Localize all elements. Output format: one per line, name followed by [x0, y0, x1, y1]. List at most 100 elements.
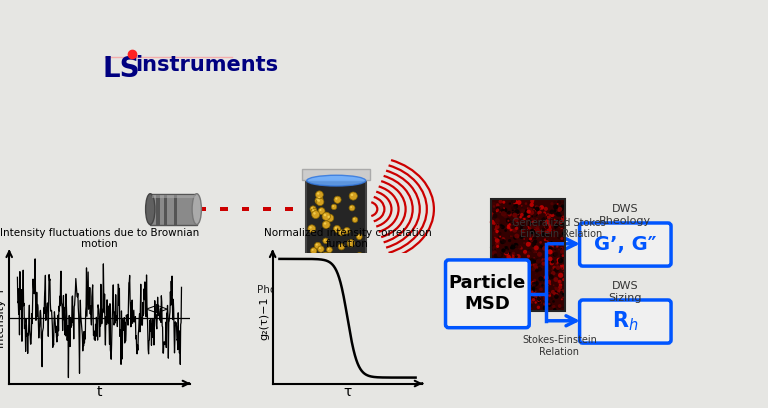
- Circle shape: [511, 243, 515, 247]
- Circle shape: [520, 229, 525, 233]
- Circle shape: [530, 229, 535, 234]
- Circle shape: [513, 276, 516, 279]
- Circle shape: [511, 306, 513, 309]
- Circle shape: [545, 223, 551, 228]
- Bar: [285, 207, 293, 211]
- Circle shape: [515, 263, 518, 266]
- Circle shape: [504, 299, 508, 304]
- Circle shape: [499, 285, 500, 286]
- Circle shape: [508, 252, 511, 254]
- Circle shape: [491, 277, 495, 282]
- Circle shape: [523, 300, 528, 305]
- Circle shape: [499, 205, 501, 206]
- Circle shape: [516, 286, 519, 289]
- Circle shape: [536, 257, 539, 261]
- Circle shape: [311, 208, 317, 214]
- Circle shape: [524, 251, 527, 255]
- Circle shape: [330, 262, 333, 264]
- Circle shape: [526, 268, 529, 271]
- Circle shape: [528, 240, 530, 242]
- Circle shape: [515, 256, 518, 259]
- Circle shape: [492, 245, 497, 250]
- Circle shape: [535, 217, 538, 220]
- Circle shape: [519, 216, 522, 218]
- Circle shape: [518, 273, 521, 275]
- Circle shape: [531, 307, 535, 311]
- Circle shape: [545, 220, 550, 224]
- Circle shape: [497, 262, 501, 266]
- Circle shape: [525, 308, 527, 310]
- Circle shape: [499, 286, 503, 290]
- Circle shape: [558, 304, 561, 308]
- Circle shape: [357, 267, 363, 273]
- Circle shape: [514, 304, 518, 309]
- Circle shape: [524, 253, 525, 255]
- Circle shape: [500, 284, 503, 288]
- Circle shape: [554, 221, 558, 225]
- Circle shape: [553, 230, 555, 232]
- Circle shape: [503, 213, 508, 218]
- Circle shape: [560, 265, 562, 267]
- Circle shape: [502, 250, 504, 253]
- Circle shape: [495, 277, 500, 281]
- Circle shape: [548, 303, 551, 305]
- Circle shape: [517, 236, 519, 238]
- Circle shape: [536, 226, 539, 229]
- Circle shape: [316, 244, 318, 246]
- Circle shape: [531, 236, 535, 239]
- Circle shape: [527, 255, 530, 258]
- Circle shape: [546, 306, 548, 308]
- Circle shape: [534, 231, 538, 235]
- Circle shape: [525, 261, 526, 262]
- Circle shape: [523, 272, 528, 276]
- Text: DWS
Sizing: DWS Sizing: [608, 282, 642, 303]
- Circle shape: [502, 211, 505, 215]
- Circle shape: [358, 254, 360, 257]
- Circle shape: [339, 230, 344, 235]
- Circle shape: [511, 206, 515, 210]
- Circle shape: [336, 197, 337, 200]
- Circle shape: [495, 242, 499, 246]
- Circle shape: [327, 216, 329, 218]
- Circle shape: [546, 238, 550, 242]
- Circle shape: [316, 191, 323, 199]
- Circle shape: [495, 297, 498, 299]
- Circle shape: [539, 276, 544, 281]
- Circle shape: [506, 306, 508, 308]
- Circle shape: [548, 286, 550, 288]
- Circle shape: [517, 213, 519, 215]
- Circle shape: [496, 208, 499, 212]
- Circle shape: [312, 249, 313, 251]
- Circle shape: [523, 250, 527, 254]
- Circle shape: [503, 277, 505, 279]
- Circle shape: [511, 244, 515, 250]
- Circle shape: [345, 229, 347, 231]
- Circle shape: [533, 249, 537, 253]
- Circle shape: [515, 258, 519, 262]
- Circle shape: [558, 207, 562, 211]
- Circle shape: [512, 268, 518, 274]
- Circle shape: [531, 218, 536, 222]
- Circle shape: [554, 226, 558, 229]
- Circle shape: [515, 269, 520, 274]
- Circle shape: [496, 293, 497, 295]
- Circle shape: [515, 299, 519, 304]
- Circle shape: [319, 247, 321, 249]
- Circle shape: [510, 308, 513, 311]
- Circle shape: [493, 222, 495, 225]
- Text: <I>: <I>: [144, 303, 169, 315]
- Circle shape: [535, 200, 536, 202]
- Circle shape: [538, 302, 541, 304]
- Circle shape: [546, 283, 548, 285]
- Circle shape: [539, 245, 543, 248]
- Circle shape: [513, 257, 518, 262]
- Circle shape: [511, 294, 513, 296]
- Circle shape: [548, 295, 551, 297]
- Text: Particle
MSD: Particle MSD: [449, 275, 526, 313]
- Circle shape: [526, 211, 528, 213]
- Circle shape: [492, 295, 494, 296]
- Circle shape: [504, 246, 509, 251]
- Circle shape: [557, 203, 558, 205]
- Circle shape: [506, 277, 508, 279]
- Circle shape: [511, 254, 514, 256]
